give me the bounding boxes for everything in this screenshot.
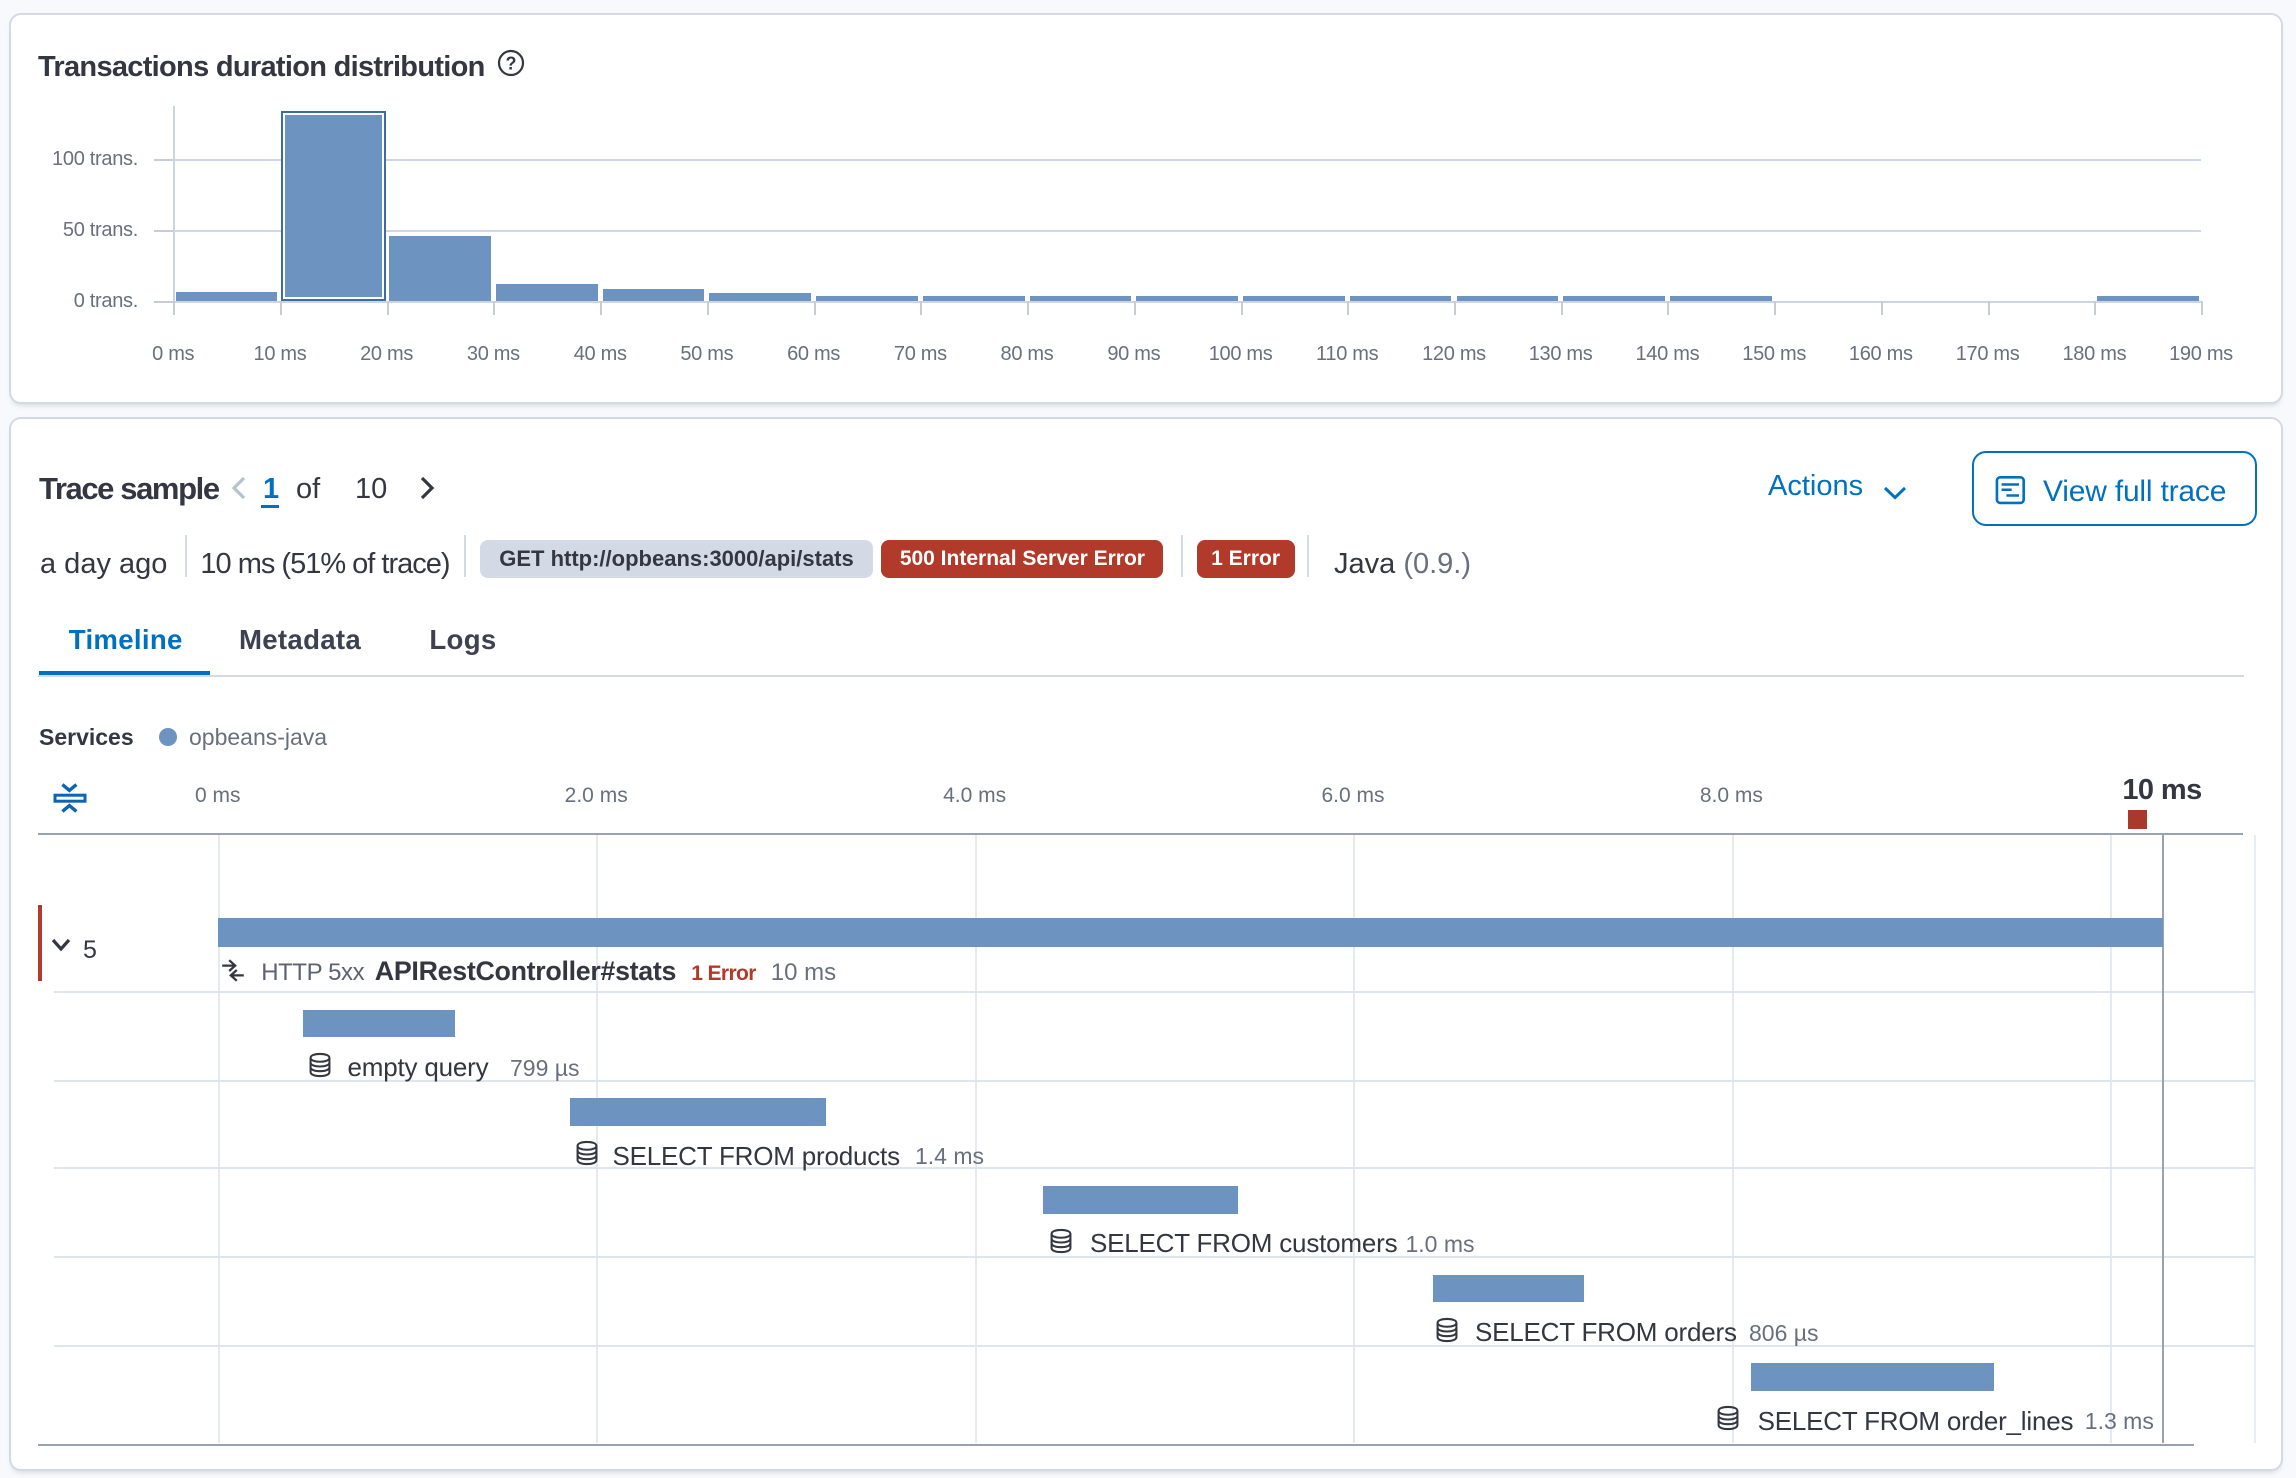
svg-text:?: ? [506,53,517,73]
